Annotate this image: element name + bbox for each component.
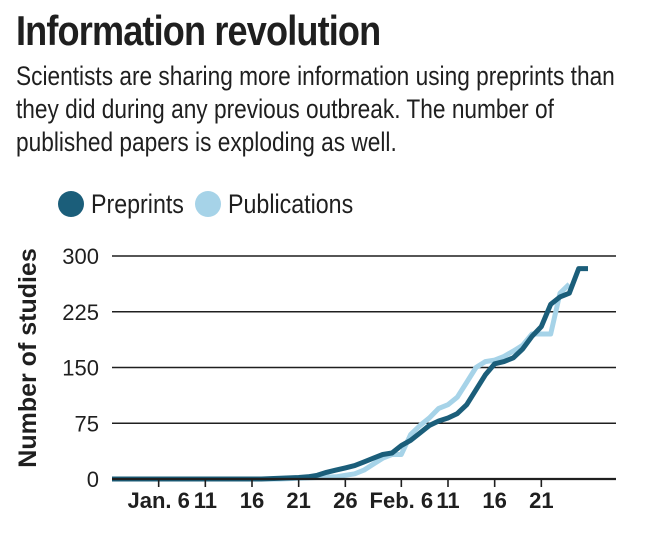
grid-layer [112, 255, 616, 424]
legend-swatch-publications [195, 191, 222, 217]
y-tick-label: 225 [62, 300, 99, 325]
x-tick-label: 21 [286, 488, 310, 513]
y-axis-label: Number of studies [14, 248, 42, 467]
legend: Preprints Publications [58, 186, 374, 222]
y-tick-label: 0 [87, 467, 99, 492]
series-layer [112, 266, 588, 482]
y-tick-label: 150 [62, 356, 99, 381]
x-tick-label: 21 [529, 488, 553, 513]
x-tick-label: 16 [482, 488, 506, 513]
legend-item-publications: Publications [195, 189, 374, 220]
x-tick-label: 26 [333, 488, 357, 513]
x-tick-label: Jan. 6 [127, 488, 189, 513]
legend-item-preprints: Preprints [58, 189, 199, 220]
chart-title: Information revolution [16, 7, 381, 54]
legend-label-preprints: Preprints [91, 188, 184, 219]
legend-label-publications: Publications [228, 188, 354, 219]
series-line-publications [112, 282, 572, 482]
legend-swatch-preprints [58, 191, 84, 217]
x-tick-label: 16 [240, 488, 264, 513]
x-tick-label: 11 [436, 488, 459, 513]
y-tick-label: 75 [75, 411, 99, 436]
x-tick-label: Feb. 6 [370, 488, 434, 513]
x-tick-label: 11 [194, 488, 217, 513]
chart-subtitle: Scientists are sharing more information … [16, 61, 615, 157]
y-tick-label: 300 [62, 244, 99, 269]
series-line-preprints [112, 266, 588, 482]
